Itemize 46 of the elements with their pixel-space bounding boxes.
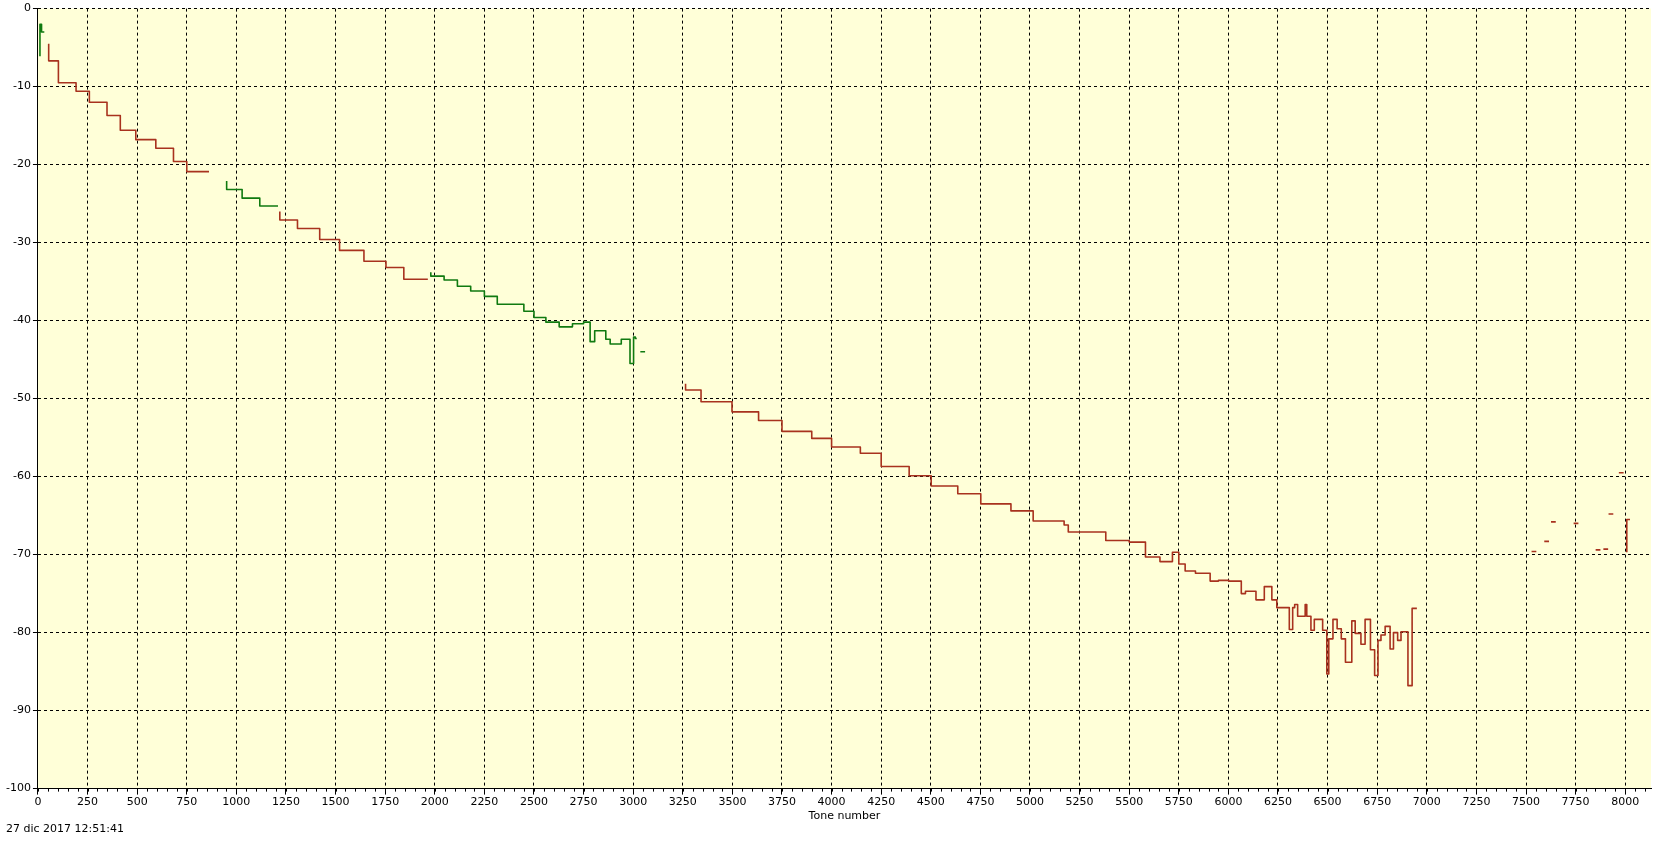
x-tick-label: 2750 — [569, 795, 598, 809]
x-tick-label: 250 — [77, 795, 99, 809]
y-tick-label: -50 — [13, 391, 31, 405]
x-tick-label: 1250 — [271, 795, 300, 809]
x-tick-label: 500 — [126, 795, 148, 809]
x-tick-label: 3750 — [767, 795, 796, 809]
x-tick-label: 1750 — [371, 795, 400, 809]
x-tick-label: 4000 — [817, 795, 846, 809]
x-tick-label: 8000 — [1611, 795, 1640, 809]
x-tick-label: 750 — [176, 795, 198, 809]
y-tick-label: -90 — [13, 703, 31, 717]
y-tick-label: -70 — [13, 547, 31, 561]
x-tick-label: 5750 — [1164, 795, 1193, 809]
x-tick-label: 6250 — [1264, 795, 1292, 809]
x-tick-label: 3500 — [718, 795, 747, 809]
x-tick-label: 7000 — [1412, 795, 1441, 809]
x-tick-label: 6500 — [1313, 795, 1342, 809]
x-tick-label: 7750 — [1561, 795, 1590, 809]
x-tick-label: 3000 — [619, 795, 648, 809]
x-tick-label: 1000 — [222, 795, 251, 809]
y-tick-label: -60 — [13, 469, 31, 483]
x-tick-label: 6750 — [1363, 795, 1392, 809]
x-tick-label: 6000 — [1214, 795, 1243, 809]
x-tick-label: 7500 — [1512, 795, 1540, 809]
x-axis-title: Tone number — [807, 809, 881, 823]
x-tick-label: 5250 — [1065, 795, 1094, 809]
x-tick-label: 3250 — [668, 795, 697, 809]
x-tick-label: 4750 — [966, 795, 995, 809]
x-tick-label: 2000 — [420, 795, 449, 809]
x-tick-label: 5500 — [1115, 795, 1144, 809]
x-tick-label: 2250 — [470, 795, 499, 809]
y-tick-label: -10 — [13, 79, 31, 93]
x-tick-label: 1500 — [321, 795, 350, 809]
x-tick-label: 4500 — [916, 795, 945, 809]
y-tick-label: -40 — [13, 313, 31, 327]
x-tick-label: 7250 — [1462, 795, 1491, 809]
x-tick-label: 2500 — [519, 795, 548, 809]
y-tick-label: -30 — [13, 235, 31, 249]
text: 27 dic 2017 12:51:41 — [6, 822, 124, 835]
x-tick-label: 0 — [34, 795, 42, 809]
y-tick-label: -20 — [13, 157, 31, 171]
y-tick-label: 0 — [23, 1, 31, 15]
x-tick-label: 5000 — [1015, 795, 1044, 809]
x-tick-label: 4250 — [867, 795, 896, 809]
y-tick-label: -100 — [6, 781, 31, 795]
y-tick-label: -80 — [13, 625, 31, 639]
